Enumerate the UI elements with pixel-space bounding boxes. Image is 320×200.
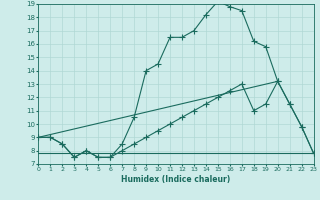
X-axis label: Humidex (Indice chaleur): Humidex (Indice chaleur) <box>121 175 231 184</box>
